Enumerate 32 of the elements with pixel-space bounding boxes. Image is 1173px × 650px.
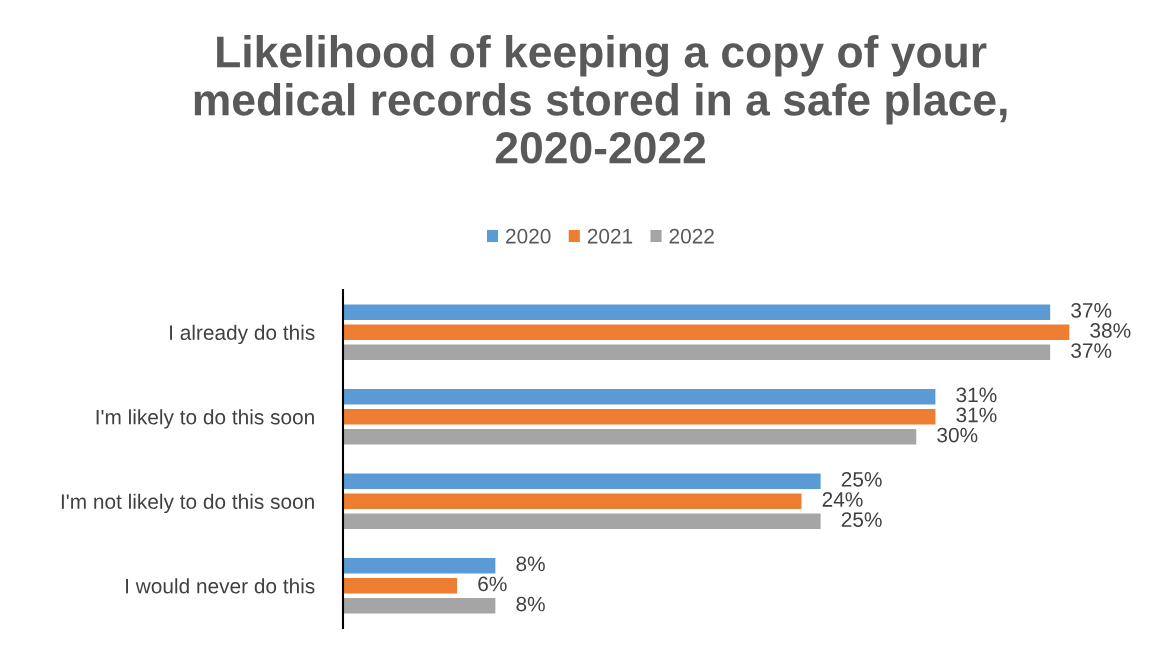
y-tick-label: I'm likely to do this soon xyxy=(96,409,314,429)
bar xyxy=(343,556,497,575)
bar xyxy=(343,492,803,511)
chart-title: Likelihood of keeping a copy of your medical records stored in a safe place, 2020-2022 xyxy=(194,35,1007,164)
data-label: 38% xyxy=(1090,323,1131,338)
y-tick-label: I already do this xyxy=(170,324,315,345)
y-tick-label: I'm not likely to do this soon xyxy=(61,493,314,514)
data-label: 37% xyxy=(1071,343,1112,358)
bar xyxy=(343,302,1052,322)
y-tick-label: I would never do this xyxy=(126,578,315,594)
bar xyxy=(343,576,459,595)
data-label: 8% xyxy=(516,596,545,612)
data-label: 31% xyxy=(956,407,997,423)
data-label: 25% xyxy=(841,471,882,487)
data-label: 30% xyxy=(937,427,978,443)
bar xyxy=(343,512,823,531)
data-label: 31% xyxy=(956,387,997,403)
bar xyxy=(343,427,918,447)
bar xyxy=(343,407,937,426)
bar xyxy=(343,323,1071,342)
data-label: 6% xyxy=(478,576,507,592)
data-label: 24% xyxy=(822,492,863,507)
data-label: 25% xyxy=(841,512,882,527)
legend-label: 2021 xyxy=(587,228,633,244)
bar xyxy=(343,596,497,616)
data-label: 8% xyxy=(516,556,545,572)
bar xyxy=(343,343,1052,362)
bar xyxy=(343,387,937,406)
bar xyxy=(343,471,823,491)
legend-label: 2022 xyxy=(669,228,714,244)
data-label: 37% xyxy=(1071,302,1112,318)
legend-label: 2020 xyxy=(506,228,551,244)
